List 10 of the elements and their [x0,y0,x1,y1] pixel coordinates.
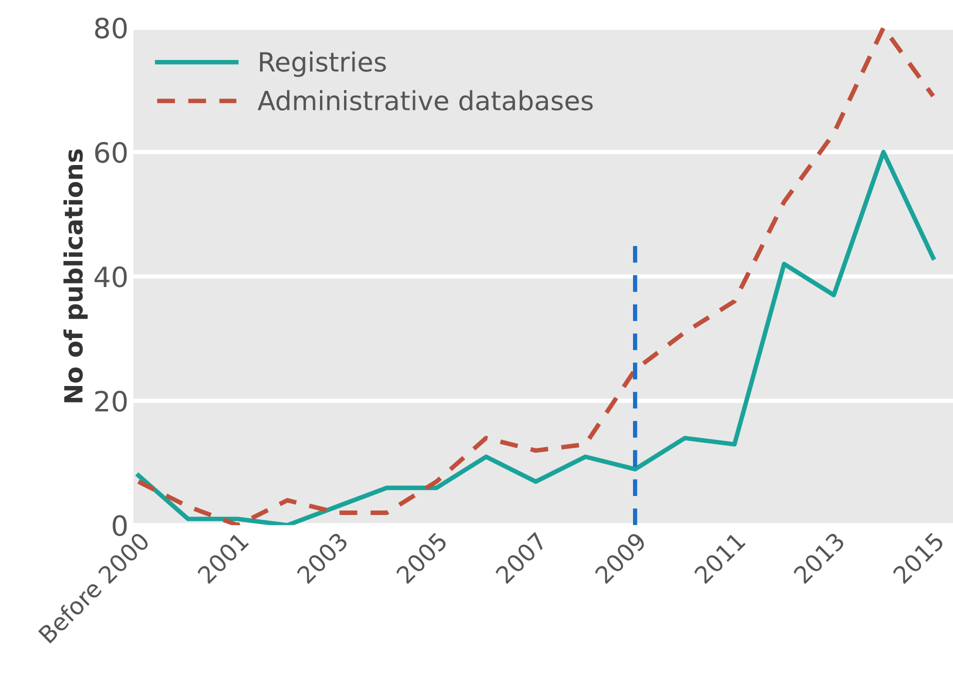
y-tick-label: 40 [94,266,127,288]
legend-label: Administrative databases [258,90,593,111]
y-tick-label: 20 [95,390,127,412]
line-series [136,28,936,526]
y-axis-title: No of publications [63,149,88,402]
y-tick-label: 80 [95,18,127,39]
y-tick-label: 0 [112,515,127,536]
legend-label: Registries [260,51,386,77]
y-tick-label: 60 [95,142,127,163]
line-series [136,150,936,526]
